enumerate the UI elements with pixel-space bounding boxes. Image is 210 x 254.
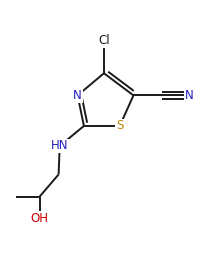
Text: Cl: Cl xyxy=(98,34,110,47)
Text: HN: HN xyxy=(51,139,68,152)
Text: OH: OH xyxy=(31,212,49,225)
Text: N: N xyxy=(73,89,82,102)
Text: N: N xyxy=(185,89,194,102)
Text: S: S xyxy=(116,119,123,132)
